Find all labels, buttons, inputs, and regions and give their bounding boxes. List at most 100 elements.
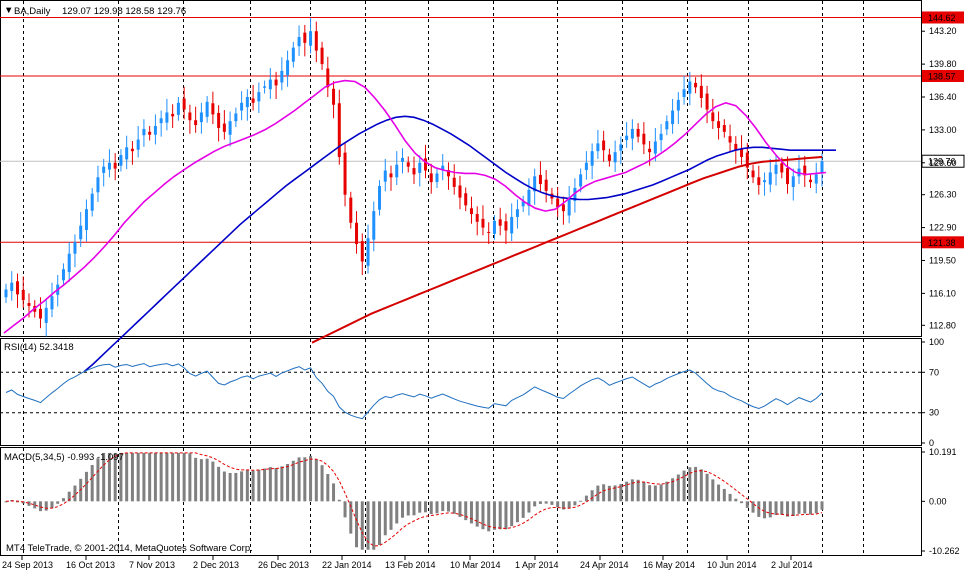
candle-body bbox=[61, 269, 65, 281]
macd-bar bbox=[722, 488, 726, 502]
macd-bar bbox=[303, 457, 307, 502]
macd-bar bbox=[648, 485, 652, 502]
macd-bar bbox=[263, 468, 267, 502]
macd-bar bbox=[251, 470, 255, 502]
macd-bar bbox=[291, 460, 295, 502]
macd-bar bbox=[199, 459, 203, 502]
candle-body bbox=[102, 166, 106, 173]
macd-bar bbox=[125, 452, 129, 502]
macd-bar bbox=[366, 501, 370, 550]
macd-bar bbox=[809, 501, 813, 515]
candle-body bbox=[90, 193, 94, 211]
ohlc-values: 129.07 129.98 128.58 129.76 bbox=[62, 6, 186, 17]
macd-bar bbox=[745, 501, 749, 508]
candle-body bbox=[705, 93, 709, 110]
macd-bar bbox=[234, 472, 238, 502]
candle-body bbox=[653, 141, 657, 154]
macd-bar bbox=[136, 452, 140, 502]
price-panel[interactable] bbox=[0, 0, 922, 337]
candle-body bbox=[630, 128, 634, 139]
candle-body bbox=[515, 209, 519, 217]
macd-bar bbox=[688, 467, 692, 502]
macd-bar bbox=[217, 466, 221, 502]
candle-body bbox=[584, 162, 588, 171]
candle-body bbox=[326, 68, 330, 88]
candle-body bbox=[15, 281, 19, 295]
macd-bar bbox=[102, 452, 106, 502]
candle-body bbox=[728, 136, 732, 143]
macd-bar bbox=[567, 501, 571, 509]
candle-body bbox=[722, 125, 726, 132]
macd-bar bbox=[728, 493, 732, 502]
macd-bar bbox=[56, 501, 60, 504]
candle-body bbox=[119, 155, 123, 166]
macd-bar bbox=[182, 452, 186, 502]
candle-body bbox=[544, 179, 548, 191]
macd-bar bbox=[544, 501, 548, 504]
macd-bar bbox=[579, 500, 583, 502]
macd-bar bbox=[481, 501, 485, 530]
macd-bar bbox=[774, 501, 778, 516]
date-label: 16 Oct 2013 bbox=[66, 560, 115, 570]
candle-body bbox=[446, 170, 450, 177]
macd-bar bbox=[297, 457, 301, 502]
macd-bar bbox=[50, 501, 54, 508]
level-price-badge bbox=[922, 236, 964, 249]
macd-series bbox=[4, 452, 824, 550]
macd-bar bbox=[550, 501, 554, 505]
macd-bar bbox=[159, 452, 163, 502]
rsi-panel[interactable] bbox=[0, 338, 922, 446]
macd-bar bbox=[148, 452, 152, 502]
candle-body bbox=[498, 219, 502, 226]
macd-bar bbox=[337, 499, 341, 502]
date-label: 10 Mar 2014 bbox=[450, 560, 501, 570]
candle-body bbox=[274, 79, 278, 86]
candle-body bbox=[343, 152, 347, 195]
date-label: 1 Apr 2014 bbox=[515, 560, 559, 570]
rsi-title: RSI(14) 52.3418 bbox=[4, 342, 74, 353]
rsi-line bbox=[5, 363, 823, 420]
macd-bar bbox=[515, 501, 519, 523]
candle-body bbox=[159, 118, 163, 124]
candle-body bbox=[676, 99, 680, 111]
candle-body bbox=[803, 165, 807, 176]
macd-bar bbox=[504, 501, 508, 530]
candle-body bbox=[481, 218, 485, 228]
macd-bar bbox=[38, 501, 42, 512]
macd-bar bbox=[682, 470, 686, 502]
macd-bar bbox=[429, 501, 433, 515]
candle-body bbox=[245, 96, 249, 108]
candle-body bbox=[360, 241, 364, 262]
candle-body bbox=[240, 102, 244, 111]
macd-bar bbox=[153, 452, 157, 502]
macd-bar bbox=[395, 501, 399, 524]
macd-bar bbox=[625, 481, 629, 502]
candle-body bbox=[211, 103, 215, 115]
candle-body bbox=[297, 37, 301, 47]
candle-body bbox=[303, 32, 307, 43]
candle-body bbox=[642, 133, 646, 145]
symbol-dropdown-icon[interactable]: ▼ bbox=[4, 5, 13, 16]
macd-tick-label: 10.191 bbox=[929, 447, 957, 457]
macd-bar bbox=[171, 452, 175, 502]
candle-body bbox=[763, 180, 767, 183]
macd-bar bbox=[165, 452, 169, 502]
date-label: 2 Jul 2014 bbox=[771, 560, 813, 570]
candle-body bbox=[67, 253, 71, 273]
macd-bar bbox=[412, 501, 416, 516]
macd-tick-label: 0.00 bbox=[929, 496, 947, 506]
candle-body bbox=[38, 308, 42, 319]
date-label: 13 Feb 2014 bbox=[385, 560, 436, 570]
candle-body bbox=[458, 185, 462, 198]
candle-body bbox=[786, 168, 790, 185]
macd-bar bbox=[309, 455, 313, 502]
candle-body bbox=[452, 177, 456, 187]
macd-bar bbox=[602, 484, 606, 502]
macd-bar bbox=[389, 501, 393, 530]
candle-body bbox=[182, 98, 186, 110]
candle-body bbox=[107, 162, 111, 170]
macd-bar bbox=[372, 501, 376, 550]
macd-bar bbox=[596, 485, 600, 502]
macd-bar bbox=[607, 485, 611, 502]
